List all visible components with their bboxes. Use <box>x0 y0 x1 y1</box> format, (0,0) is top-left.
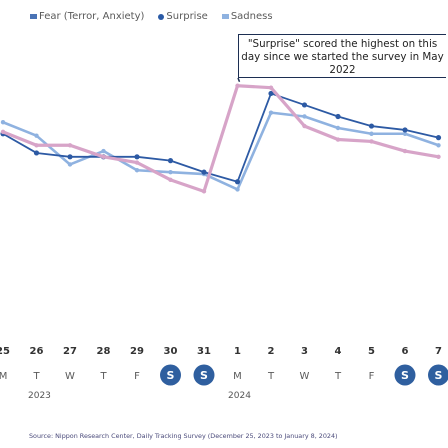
data-point-1-0 <box>0 129 6 135</box>
chart-legend: Fear (Terror, Anxiety) Surprise Sadness <box>30 11 273 22</box>
weekday-label-9: W <box>300 371 310 382</box>
data-point-1-7 <box>235 83 240 88</box>
data-point-2-9 <box>302 114 307 119</box>
date-label-10: 4 <box>335 346 342 357</box>
source-note: Source: Nippon Research Center, Daily Tr… <box>29 432 338 440</box>
data-point-2-12 <box>402 131 408 136</box>
weekday-label-11: F <box>369 371 375 382</box>
data-point-2-5 <box>168 169 173 175</box>
data-point-0-11 <box>368 123 375 129</box>
date-label-7: 1 <box>234 346 241 357</box>
data-point-0-10 <box>335 113 341 120</box>
series-line-0 <box>2 92 440 183</box>
legend-item-sadness: Sadness <box>221 11 273 22</box>
data-point-1-1 <box>34 143 39 148</box>
data-point-1-11 <box>369 139 374 144</box>
data-point-0-13 <box>435 135 442 141</box>
data-point-2-0 <box>0 120 6 125</box>
data-point-1-4 <box>134 160 140 165</box>
data-point-1-13 <box>436 154 441 159</box>
data-point-1-12 <box>402 148 408 154</box>
annotation-pointer <box>237 77 241 83</box>
date-label-4: 29 <box>130 346 144 357</box>
weekend-badge-6 <box>193 364 215 386</box>
weekday-label-4: F <box>134 371 140 382</box>
date-label-6: 31 <box>197 346 211 357</box>
data-point-1-3 <box>101 154 106 159</box>
data-point-0-6 <box>201 169 207 175</box>
data-point-0-1 <box>33 150 40 156</box>
date-label-12: 6 <box>402 346 409 357</box>
legend-label-fear: Fear (Terror, Anxiety) <box>39 11 145 22</box>
weekend-badge-5 <box>160 364 181 386</box>
series-line-1 <box>1 84 441 193</box>
weekday-label-5: S <box>167 369 175 382</box>
weekday-label-6: S <box>200 369 208 382</box>
weekday-label-10: T <box>334 371 342 382</box>
legend-swatch-surprise <box>158 13 165 20</box>
date-label-2: 27 <box>63 346 77 357</box>
date-label-11: 5 <box>368 346 375 357</box>
annotation-callout: "Surprise" scored the highest on this da… <box>238 34 446 78</box>
date-label-1: 26 <box>30 346 44 357</box>
weekend-badge-13 <box>428 364 448 386</box>
year-label-0: 2023 <box>28 391 51 401</box>
weekday-label-0: M <box>0 371 7 382</box>
date-label-9: 3 <box>301 346 308 357</box>
legend-swatch-fear <box>30 14 37 19</box>
date-label-5: 30 <box>164 346 178 357</box>
data-point-1-8 <box>268 85 274 90</box>
weekday-label-2: W <box>65 371 75 382</box>
data-point-1-6 <box>201 189 207 194</box>
data-point-2-3 <box>101 148 106 154</box>
data-point-2-1 <box>34 133 39 138</box>
data-point-1-5 <box>168 177 173 183</box>
data-point-2-2 <box>67 162 73 167</box>
weekday-label-1: T <box>32 371 40 382</box>
data-point-2-11 <box>369 131 374 136</box>
legend-label-surprise: Surprise <box>166 11 208 22</box>
weekend-badge-12 <box>394 364 416 386</box>
year-label-1: 2024 <box>228 391 251 401</box>
data-point-0-7 <box>234 179 241 185</box>
data-point-2-7 <box>235 187 240 192</box>
date-label-13: 7 <box>435 346 442 357</box>
legend-label-sadness: Sadness <box>230 11 273 22</box>
data-point-1-9 <box>302 123 307 129</box>
date-label-3: 28 <box>97 346 111 357</box>
data-point-1-2 <box>67 143 73 148</box>
legend-item-fear: Fear (Terror, Anxiety) <box>30 11 144 22</box>
data-point-0-2 <box>67 154 73 160</box>
weekday-label-7: M <box>233 371 242 382</box>
data-point-0-5 <box>167 158 174 164</box>
data-point-0-9 <box>301 102 308 108</box>
data-point-2-4 <box>134 168 140 173</box>
series-line-2 <box>1 111 440 191</box>
data-point-0-4 <box>134 154 140 160</box>
data-point-0-12 <box>402 127 408 133</box>
weekday-label-13: S <box>435 369 443 382</box>
weekday-label-8: T <box>267 371 275 382</box>
legend-swatch-sadness <box>221 14 229 19</box>
legend-item-surprise: Surprise <box>158 11 208 22</box>
weekday-label-3: T <box>99 371 107 382</box>
weekday-label-12: S <box>401 369 409 382</box>
data-point-2-10 <box>335 125 341 131</box>
data-point-2-8 <box>268 110 274 115</box>
data-point-1-10 <box>335 137 341 142</box>
date-label-8: 2 <box>268 346 275 357</box>
date-label-0: 25 <box>0 346 10 357</box>
data-point-2-13 <box>436 143 441 148</box>
data-point-0-8 <box>268 90 274 97</box>
